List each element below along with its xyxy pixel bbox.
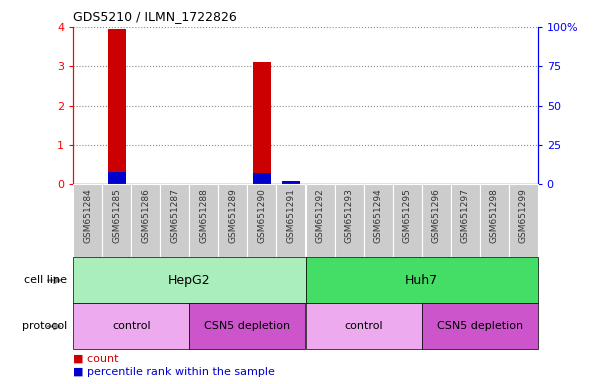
Bar xyxy=(422,184,450,257)
Bar xyxy=(306,184,335,257)
Text: GSM651292: GSM651292 xyxy=(315,188,324,243)
Bar xyxy=(73,184,102,257)
Bar xyxy=(335,184,364,257)
Bar xyxy=(282,181,299,184)
Text: control: control xyxy=(112,321,151,331)
Text: GSM651293: GSM651293 xyxy=(345,188,354,243)
Bar xyxy=(108,172,126,184)
Text: GSM651290: GSM651290 xyxy=(257,188,266,243)
Bar xyxy=(103,184,131,257)
Text: GSM651298: GSM651298 xyxy=(489,188,499,243)
Bar xyxy=(422,303,538,349)
Bar xyxy=(276,184,306,257)
Bar xyxy=(73,303,189,349)
Bar xyxy=(393,184,422,257)
Text: CSN5 depletion: CSN5 depletion xyxy=(437,321,522,331)
Bar xyxy=(254,173,271,184)
Text: GSM651287: GSM651287 xyxy=(170,188,180,243)
Text: cell line: cell line xyxy=(24,275,67,285)
Bar xyxy=(160,184,189,257)
Bar xyxy=(247,184,276,257)
Text: HepG2: HepG2 xyxy=(168,274,211,287)
Bar xyxy=(306,257,538,303)
Text: GSM651285: GSM651285 xyxy=(112,188,122,243)
Text: GSM651289: GSM651289 xyxy=(229,188,238,243)
Bar xyxy=(73,257,306,303)
Text: GDS5210 / ILMN_1722826: GDS5210 / ILMN_1722826 xyxy=(73,10,237,23)
Bar xyxy=(108,29,126,184)
Bar xyxy=(306,303,422,349)
Bar xyxy=(450,184,480,257)
Text: GSM651295: GSM651295 xyxy=(403,188,412,243)
Text: ■ count: ■ count xyxy=(73,354,119,364)
Text: GSM651286: GSM651286 xyxy=(141,188,150,243)
Bar xyxy=(508,184,538,257)
Text: ■ percentile rank within the sample: ■ percentile rank within the sample xyxy=(73,367,275,377)
Bar xyxy=(131,184,161,257)
Text: GSM651291: GSM651291 xyxy=(287,188,296,243)
Bar xyxy=(219,184,247,257)
Text: GSM651296: GSM651296 xyxy=(431,188,441,243)
Bar xyxy=(480,184,508,257)
Text: GSM651297: GSM651297 xyxy=(461,188,470,243)
Text: GSM651299: GSM651299 xyxy=(519,188,528,243)
Text: control: control xyxy=(344,321,383,331)
Bar xyxy=(189,303,306,349)
Text: GSM651288: GSM651288 xyxy=(199,188,208,243)
Text: Huh7: Huh7 xyxy=(405,274,438,287)
Bar xyxy=(189,184,219,257)
Bar xyxy=(254,62,271,184)
Bar xyxy=(364,184,392,257)
Text: CSN5 depletion: CSN5 depletion xyxy=(205,321,290,331)
Text: GSM651294: GSM651294 xyxy=(373,188,382,243)
Text: GSM651284: GSM651284 xyxy=(83,188,92,243)
Text: protocol: protocol xyxy=(22,321,67,331)
